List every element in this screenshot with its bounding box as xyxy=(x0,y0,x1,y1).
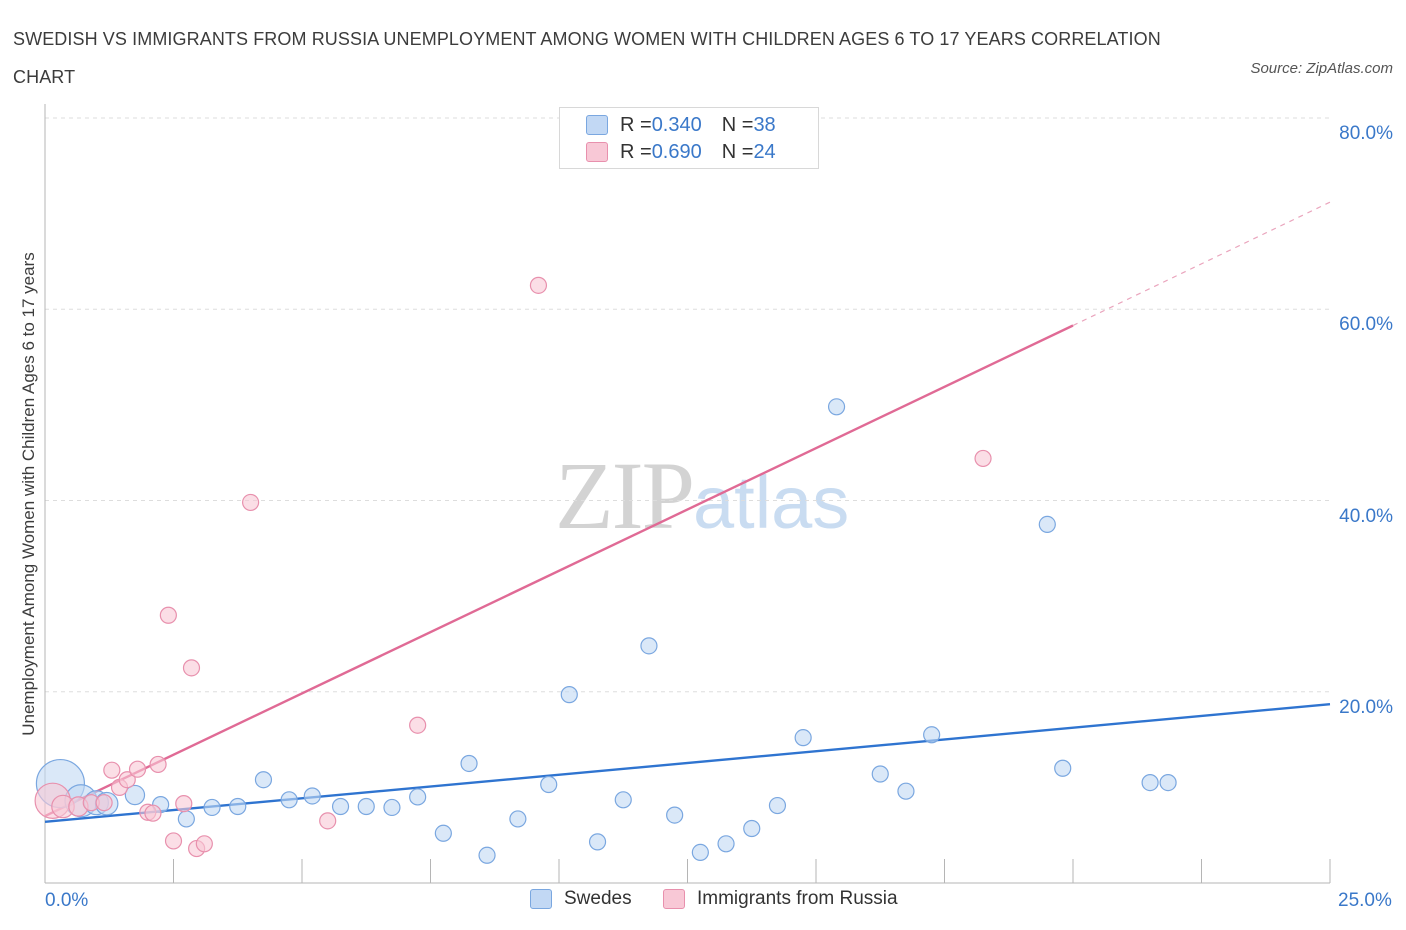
point-swedes xyxy=(409,788,427,806)
point-swedes xyxy=(177,810,195,828)
legend-n-label: N = xyxy=(721,113,754,136)
point-russia xyxy=(182,659,201,677)
trend-line-swedes xyxy=(44,702,1331,823)
point-swedes xyxy=(303,787,321,805)
swedes-swatch-icon xyxy=(586,115,608,135)
source-credit: Source: ZipAtlas.com xyxy=(1250,60,1393,77)
point-swedes xyxy=(203,798,221,817)
russia-swatch-icon xyxy=(586,142,608,162)
point-swedes xyxy=(640,637,658,655)
point-swedes xyxy=(254,771,273,789)
point-swedes xyxy=(871,765,889,783)
point-russia xyxy=(175,795,193,813)
point-swedes xyxy=(280,791,298,809)
trend-line-russia xyxy=(44,324,1074,818)
series-legend: Swedes Immigrants from Russia xyxy=(0,888,1406,916)
point-swedes xyxy=(794,729,812,747)
data-points xyxy=(34,276,1177,864)
point-swedes xyxy=(923,726,941,744)
legend-r-label: R = xyxy=(620,140,652,163)
point-russia xyxy=(95,794,113,812)
legend-row-swedes: R = 0.340 N = 38 xyxy=(586,112,776,138)
legend-item-russia[interactable]: Immigrants from Russia xyxy=(663,888,898,910)
point-russia xyxy=(409,716,427,734)
point-russia xyxy=(529,276,548,294)
point-russia xyxy=(319,812,337,830)
trend-line-russia-extension xyxy=(1072,201,1331,327)
point-swedes xyxy=(717,835,735,853)
point-swedes xyxy=(897,782,915,800)
grid-lines xyxy=(45,117,1330,693)
point-swedes xyxy=(666,806,684,824)
russia-swatch-icon xyxy=(663,889,685,909)
trend-lines xyxy=(44,201,1331,823)
point-swedes xyxy=(827,398,846,416)
legend-r-label: R = xyxy=(620,113,652,136)
point-swedes xyxy=(383,798,401,817)
point-swedes xyxy=(434,824,452,842)
legend-label-swedes: Swedes xyxy=(564,888,632,909)
legend-r-value: 0.340 xyxy=(651,113,702,136)
point-swedes xyxy=(478,846,496,864)
legend-label-russia: Immigrants from Russia xyxy=(697,888,898,909)
point-swedes xyxy=(229,797,247,816)
point-russia xyxy=(242,493,260,512)
y-tick-label: 20.0% xyxy=(1339,696,1393,718)
point-russia xyxy=(195,835,213,853)
legend-n-value: 24 xyxy=(753,140,776,163)
y-tick-label: 40.0% xyxy=(1339,505,1393,527)
point-russia xyxy=(128,760,147,778)
point-swedes xyxy=(588,833,607,851)
point-swedes xyxy=(768,796,787,815)
x-tick-label-max: 25.0% xyxy=(1338,890,1392,911)
axes xyxy=(44,104,1331,884)
point-russia xyxy=(144,804,162,822)
point-swedes xyxy=(743,819,761,838)
point-swedes xyxy=(691,843,709,862)
point-russia xyxy=(118,771,136,789)
legend-item-swedes[interactable]: Swedes xyxy=(530,888,632,910)
point-swedes xyxy=(509,810,527,828)
point-russia xyxy=(149,755,167,774)
correlation-legend: R = 0.340 N = 38 R = 0.690 N = 24 xyxy=(559,107,819,169)
legend-n-label: N = xyxy=(721,140,754,163)
y-tick-label: 60.0% xyxy=(1339,314,1393,336)
point-swedes xyxy=(614,791,632,809)
point-swedes xyxy=(460,754,478,773)
point-swedes xyxy=(1141,773,1159,792)
legend-r-value: 0.690 xyxy=(651,140,702,163)
point-swedes xyxy=(124,784,146,806)
point-swedes xyxy=(357,797,375,816)
legend-row-russia: R = 0.690 N = 24 xyxy=(586,139,776,165)
point-russia xyxy=(103,761,121,779)
point-russia xyxy=(159,606,177,624)
point-swedes xyxy=(1159,773,1177,792)
point-russia xyxy=(974,449,992,468)
y-tick-label: 80.0% xyxy=(1339,123,1393,144)
point-russia xyxy=(164,832,183,850)
swedes-swatch-icon xyxy=(530,889,552,909)
point-swedes xyxy=(540,775,558,794)
point-swedes xyxy=(560,686,578,704)
legend-n-value: 38 xyxy=(753,113,776,136)
point-swedes xyxy=(1038,515,1056,534)
point-swedes xyxy=(1054,759,1072,777)
chart-title: SWEDISH VS IMMIGRANTS FROM RUSSIA UNEMPL… xyxy=(13,29,1161,87)
x-tick-label-min: 0.0% xyxy=(45,890,89,911)
point-swedes xyxy=(331,797,350,816)
